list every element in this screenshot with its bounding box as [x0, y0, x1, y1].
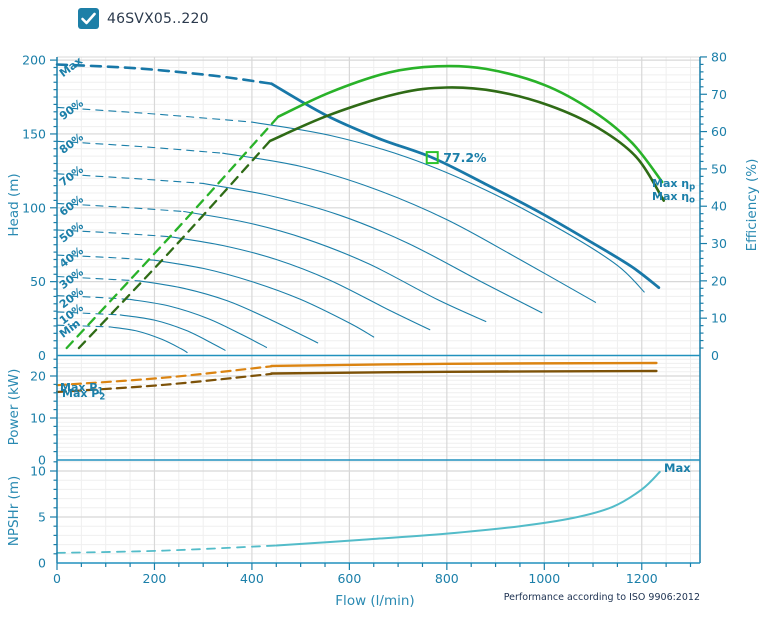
head-60pct-dashed-curve [56, 202, 185, 213]
efficiency-tick-label: 70 [711, 87, 727, 102]
flow-tick-label: 200 [143, 571, 167, 586]
head-30pct-dashed-curve [56, 275, 141, 282]
npsh-axis-title: NPSHr (m) [6, 475, 22, 547]
head-70pct-dashed-curve [56, 173, 204, 184]
head-90pct-dashed-curve [56, 106, 253, 123]
head-tick-label: 150 [22, 126, 46, 141]
efficiency-tick-label: 50 [711, 161, 727, 176]
head-90pct-curve [251, 121, 645, 293]
flow-axis-title: Flow (l/min) [335, 593, 415, 609]
head-70pct-curve [202, 182, 543, 314]
head-40pct-curve [153, 259, 375, 338]
head-80pct-curve [222, 152, 597, 303]
checkmark-icon [81, 12, 96, 25]
flow-tick-label: 600 [337, 571, 361, 586]
efficiency-overall-dashed-curve [77, 139, 272, 350]
header-row: 46SVX05..220 [0, 0, 774, 38]
iso-note: Performance according to ISO 9906:2012 [503, 592, 700, 603]
head-tick-label: 100 [22, 200, 46, 215]
flow-tick-label: 1000 [528, 571, 560, 586]
max-eta-o-label: Max ηo [652, 190, 695, 206]
head-min-curve [110, 326, 188, 354]
power-p1-dashed-curve [55, 365, 273, 387]
efficiency-tick-label: 20 [711, 273, 727, 288]
efficiency-axis-title: Efficiency (%) [744, 158, 760, 252]
head-tick-label: 50 [30, 274, 46, 289]
flow-tick-label: 800 [435, 571, 459, 586]
head-max-curve [270, 82, 661, 289]
duty-point-marker[interactable] [425, 151, 439, 165]
flow-tick-label: 1200 [626, 571, 658, 586]
head-20pct-curve [129, 298, 268, 348]
efficiency-pump-dashed-curve [65, 115, 280, 350]
max-p2-label: Max P2 [62, 387, 105, 403]
flow-tick-label: 400 [240, 571, 264, 586]
max-p1-label: Max P1 [60, 381, 103, 397]
head-10pct-curve [119, 314, 226, 351]
duty-efficiency-label: 77.2% [443, 150, 487, 165]
efficiency-tick-label: 60 [711, 124, 727, 139]
npsh-max-label: Max [664, 461, 691, 475]
npsh-tick-label: 10 [30, 464, 46, 479]
efficiency-tick-label: 10 [711, 311, 727, 326]
max-eta-p-label: Max ηp [652, 177, 695, 193]
efficiency-tick-label: 0 [711, 348, 719, 363]
head-30pct-curve [139, 280, 319, 344]
efficiency-tick-label: 40 [711, 199, 727, 214]
flow-tick-label: 0 [53, 571, 61, 586]
head-axis-title: Head (m) [6, 173, 22, 237]
power-p1-curve [270, 361, 658, 368]
head-80pct-dashed-curve [56, 140, 224, 154]
efficiency-pump-curve [276, 64, 664, 184]
power-tick-label: 0 [38, 453, 46, 468]
npsh-curve [275, 470, 661, 547]
power-tick-label: 20 [30, 369, 46, 384]
head-50pct-curve [168, 236, 431, 331]
power-axis-title: Power (kW) [6, 368, 22, 446]
efficiency-tick-label: 80 [711, 49, 727, 64]
power-p2-curve [270, 369, 658, 375]
efficiency-tick-label: 30 [711, 236, 727, 251]
head-20pct-dashed-curve [56, 295, 131, 300]
head-10pct-dashed-curve [56, 311, 121, 316]
npsh-tick-label: 0 [38, 556, 46, 571]
head-60pct-curve [183, 210, 487, 323]
page-title: 46SVX05..220 [107, 11, 209, 27]
npsh-tick-label: 5 [38, 510, 46, 525]
head-min-dashed-curve [56, 324, 112, 328]
head-tick-label: 200 [22, 53, 46, 68]
efficiency-overall-curve [268, 86, 665, 202]
head-max-dashed-curve [55, 63, 273, 85]
power-tick-label: 10 [30, 411, 46, 426]
power-p2-dashed-curve [55, 372, 273, 394]
head-50pct-dashed-curve [56, 229, 170, 238]
head-tick-label: 0 [38, 348, 46, 363]
npsh-dashed-curve [56, 544, 278, 554]
pump-checkbox[interactable] [78, 8, 99, 29]
